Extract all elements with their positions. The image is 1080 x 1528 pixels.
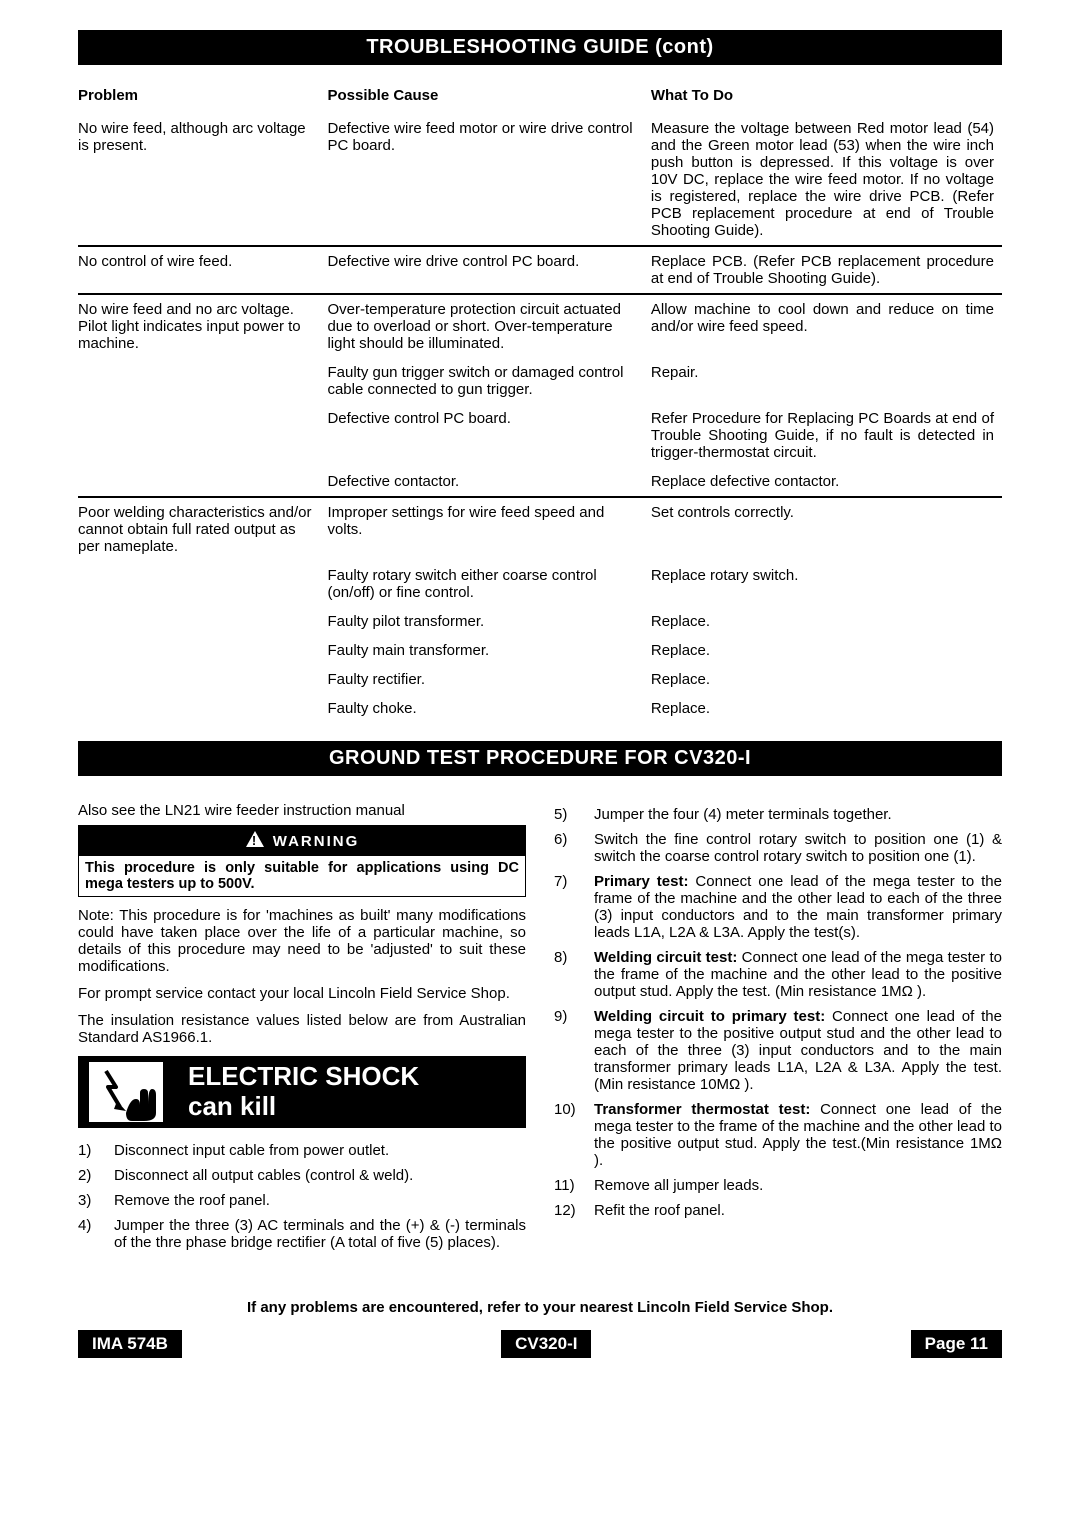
action-cell: Measure the voltage between Red motor le… bbox=[651, 114, 1002, 246]
list-item: 2)Disconnect all output cables (control … bbox=[78, 1167, 526, 1184]
steps-list-right: 5)Jumper the four (4) meter terminals to… bbox=[554, 806, 1002, 1219]
th-cause: Possible Cause bbox=[327, 81, 650, 114]
table-row: Faulty pilot transformer.Replace. bbox=[78, 607, 1002, 636]
action-cell: Refer Procedure for Replacing PC Boards … bbox=[651, 404, 1002, 467]
action-cell: Set controls correctly. bbox=[651, 498, 1002, 561]
shock-line1: ELECTRIC SHOCK bbox=[188, 1062, 512, 1092]
table-row: Faulty rotary switch either coarse contr… bbox=[78, 561, 1002, 607]
cause-cell: Faulty pilot transformer. bbox=[327, 607, 650, 636]
cause-cell: Faulty rotary switch either coarse contr… bbox=[327, 561, 650, 607]
cause-cell: Faulty choke. bbox=[327, 694, 650, 723]
electric-shock-box: ELECTRIC SHOCK can kill bbox=[78, 1056, 526, 1128]
list-item: 11)Remove all jumper leads. bbox=[554, 1177, 1002, 1194]
table-row: No control of wire feed.Defective wire d… bbox=[78, 247, 1002, 294]
cause-cell: Improper settings for wire feed speed an… bbox=[327, 498, 650, 561]
standard-reference-text: The insulation resistance values listed … bbox=[78, 1012, 526, 1046]
action-cell: Replace defective contactor. bbox=[651, 467, 1002, 497]
th-problem: Problem bbox=[78, 81, 327, 114]
table-row: No wire feed, although arc voltage is pr… bbox=[78, 114, 1002, 246]
cause-cell: Defective wire drive control PC board. bbox=[327, 247, 650, 294]
problem-cell: Poor welding characteristics and/or cann… bbox=[78, 498, 327, 561]
problem-cell bbox=[78, 404, 327, 467]
list-item: 1)Disconnect input cable from power outl… bbox=[78, 1142, 526, 1159]
service-contact-text: For prompt service contact your local Li… bbox=[78, 985, 526, 1002]
table-row: Faulty choke.Replace. bbox=[78, 694, 1002, 723]
action-cell: Replace. bbox=[651, 665, 1002, 694]
cause-cell: Defective control PC board. bbox=[327, 404, 650, 467]
list-item: 5)Jumper the four (4) meter terminals to… bbox=[554, 806, 1002, 823]
action-cell: Replace rotary switch. bbox=[651, 561, 1002, 607]
problem-cell: No wire feed, although arc voltage is pr… bbox=[78, 114, 327, 246]
problem-cell bbox=[78, 467, 327, 497]
problem-cell: No wire feed and no arc voltage. Pilot l… bbox=[78, 295, 327, 358]
list-item: 8)Welding circuit test: Connect one lead… bbox=[554, 949, 1002, 1000]
table-row: Faulty main transformer.Replace. bbox=[78, 636, 1002, 665]
list-item: 12)Refit the roof panel. bbox=[554, 1202, 1002, 1219]
ground-intro-text: Also see the LN21 wire feeder instructio… bbox=[78, 802, 526, 819]
table-row: Faulty gun trigger switch or damaged con… bbox=[78, 358, 1002, 404]
note-text: Note: This procedure is for 'machines as… bbox=[78, 907, 526, 975]
action-cell: Repair. bbox=[651, 358, 1002, 404]
cause-cell: Defective wire feed motor or wire drive … bbox=[327, 114, 650, 246]
warning-body-text: This procedure is only suitable for appl… bbox=[79, 856, 525, 896]
action-cell: Replace PCB. (Refer PCB replacement proc… bbox=[651, 247, 1002, 294]
cause-cell: Faulty rectifier. bbox=[327, 665, 650, 694]
action-cell: Replace. bbox=[651, 607, 1002, 636]
footer-bar: IMA 574B CV320-I Page 11 bbox=[78, 1330, 1002, 1358]
list-item: 3)Remove the roof panel. bbox=[78, 1192, 526, 1209]
list-item: 7)Primary test: Connect one lead of the … bbox=[554, 873, 1002, 941]
shock-line2: can kill bbox=[188, 1092, 512, 1122]
table-row: Defective control PC board.Refer Procedu… bbox=[78, 404, 1002, 467]
list-item: 4)Jumper the three (3) AC terminals and … bbox=[78, 1217, 526, 1251]
table-row: No wire feed and no arc voltage. Pilot l… bbox=[78, 295, 1002, 358]
footer-mid: CV320-I bbox=[501, 1330, 591, 1358]
cause-cell: Faulty main transformer. bbox=[327, 636, 650, 665]
shock-hand-icon bbox=[78, 1056, 174, 1128]
warning-label: WARNING bbox=[273, 833, 360, 850]
table-row: Faulty rectifier.Replace. bbox=[78, 665, 1002, 694]
action-cell: Allow machine to cool down and reduce on… bbox=[651, 295, 1002, 358]
warning-triangle-icon: ! bbox=[245, 830, 265, 852]
problem-cell bbox=[78, 358, 327, 404]
svg-text:!: ! bbox=[252, 833, 258, 848]
problem-cell bbox=[78, 665, 327, 694]
problem-cell bbox=[78, 561, 327, 607]
list-item: 6)Switch the fine control rotary switch … bbox=[554, 831, 1002, 865]
footer-left: IMA 574B bbox=[78, 1330, 182, 1358]
problem-cell bbox=[78, 694, 327, 723]
list-item: 9)Welding circuit to primary test: Conne… bbox=[554, 1008, 1002, 1093]
cause-cell: Faulty gun trigger switch or damaged con… bbox=[327, 358, 650, 404]
troubleshooting-table: Problem Possible Cause What To Do No wir… bbox=[78, 81, 1002, 723]
section-title-troubleshooting: TROUBLESHOOTING GUIDE (cont) bbox=[78, 30, 1002, 65]
action-cell: Replace. bbox=[651, 694, 1002, 723]
cause-cell: Over-temperature protection circuit actu… bbox=[327, 295, 650, 358]
cause-cell: Defective contactor. bbox=[327, 467, 650, 497]
action-cell: Replace. bbox=[651, 636, 1002, 665]
problem-cell: No control of wire feed. bbox=[78, 247, 327, 294]
th-action: What To Do bbox=[651, 81, 1002, 114]
table-row: Defective contactor.Replace defective co… bbox=[78, 467, 1002, 497]
warning-box: ! WARNING This procedure is only suitabl… bbox=[78, 825, 526, 897]
footer-note: If any problems are encountered, refer t… bbox=[78, 1299, 1002, 1316]
warning-heading: ! WARNING bbox=[79, 826, 525, 856]
list-item: 10)Transformer thermostat test: Connect … bbox=[554, 1101, 1002, 1169]
problem-cell bbox=[78, 607, 327, 636]
problem-cell bbox=[78, 636, 327, 665]
section-title-ground-test: GROUND TEST PROCEDURE FOR CV320-I bbox=[78, 741, 1002, 776]
footer-right: Page 11 bbox=[911, 1330, 1002, 1358]
steps-list-left: 1)Disconnect input cable from power outl… bbox=[78, 1142, 526, 1251]
table-row: Poor welding characteristics and/or cann… bbox=[78, 498, 1002, 561]
